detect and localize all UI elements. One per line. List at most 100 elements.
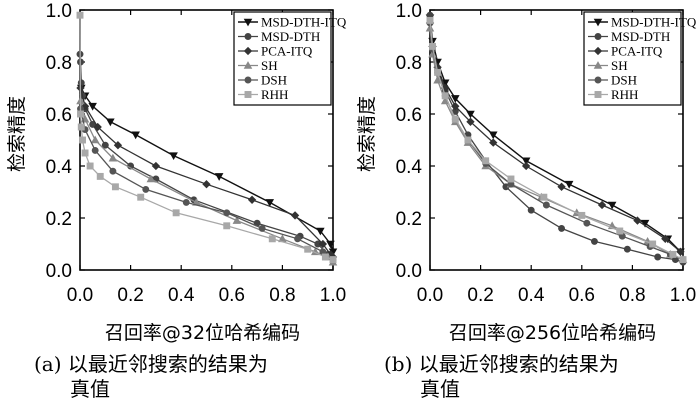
data-point — [202, 180, 211, 189]
data-point — [633, 216, 642, 225]
legend-box — [583, 11, 682, 106]
legend-entry: SH — [588, 58, 628, 73]
data-point — [79, 136, 86, 144]
legend-marker — [244, 33, 252, 40]
data-point — [77, 110, 84, 118]
legend-entry: DSH — [588, 73, 637, 88]
series-line-pca-itq — [79, 87, 334, 258]
legend-label: DSH — [611, 73, 637, 88]
data-point — [258, 224, 266, 232]
data-point — [649, 240, 657, 248]
y-tick-label: 0.6 — [46, 105, 72, 126]
data-point — [232, 216, 242, 224]
y-tick-label: 0.2 — [46, 209, 72, 230]
x-tick-label: 0.8 — [269, 285, 295, 306]
data-point — [93, 122, 102, 132]
legend-marker — [243, 61, 253, 69]
x-tick-label: 0.0 — [67, 285, 93, 306]
series-line-sh — [429, 28, 684, 261]
x-tick-label: 0.6 — [569, 285, 595, 306]
legend-marker — [593, 46, 603, 56]
x-tick-label: 0.2 — [117, 285, 143, 306]
data-point — [583, 219, 591, 227]
series-rhh — [426, 16, 687, 264]
data-point — [304, 245, 312, 253]
data-point — [91, 146, 99, 154]
y-tick-label: 0.8 — [46, 53, 72, 74]
data-point — [590, 237, 598, 245]
data-point — [527, 206, 535, 214]
legend-label: PCA-ITQ — [261, 44, 313, 59]
data-point — [265, 199, 275, 207]
data-point — [507, 175, 515, 183]
y-tick-label: 0.2 — [396, 209, 422, 230]
data-point — [223, 209, 231, 217]
x-tick-label: 0.4 — [518, 285, 545, 306]
data-point — [247, 195, 257, 204]
data-point — [488, 131, 498, 140]
data-point — [169, 152, 178, 161]
series-line-rhh — [429, 20, 684, 261]
series-dsh — [77, 105, 337, 264]
y-axis-title: 检索精度 — [356, 96, 378, 172]
data-point — [521, 161, 531, 171]
data-point — [640, 219, 650, 228]
series-rhh — [76, 11, 337, 264]
legend-marker — [593, 61, 603, 69]
series-line-msd-dth-itq — [80, 87, 334, 253]
chart-panel-b: 0.0 0.2 0.4 0.6 0.8 1.0 0.0 0.2 0.4 0.6 0.8 1.0 召回率@… — [350, 0, 700, 409]
data-point — [90, 135, 100, 144]
legend-marker — [244, 91, 252, 98]
data-point — [88, 102, 97, 111]
legend-entry: MSD-DTH — [588, 29, 670, 44]
legend-marker — [243, 18, 253, 27]
plot-frame — [429, 9, 684, 271]
data-point — [578, 211, 586, 219]
x-tick-label: 0.2 — [467, 285, 493, 306]
legend-box — [233, 11, 332, 106]
legend-label: MSD-DTH-ITQ — [611, 15, 697, 30]
data-point — [81, 149, 89, 157]
legend-entry: RHH — [588, 87, 638, 102]
y-tick-label: 1.0 — [396, 1, 422, 22]
legend-label: DSH — [261, 73, 287, 88]
data-point — [223, 222, 231, 230]
data-point — [109, 167, 117, 175]
y-tick-label: 0.0 — [396, 261, 422, 282]
legend-entry: DSH — [238, 73, 287, 88]
chart-b: 0.0 0.2 0.4 0.6 0.8 1.0 0.0 0.2 0.4 0.6 0.8 1.0 召回率@… — [356, 1, 697, 344]
data-point — [521, 157, 531, 166]
data-point — [540, 193, 548, 201]
data-point — [86, 162, 94, 170]
data-point — [464, 136, 472, 144]
x-axis-title: 召回率@32位哈希编码 — [105, 322, 300, 344]
legend-label: MSD-DTH — [261, 29, 320, 44]
data-point — [482, 157, 490, 165]
data-point — [616, 227, 624, 235]
data-point — [429, 42, 436, 50]
data-point — [661, 234, 670, 243]
data-point — [96, 172, 104, 180]
data-point — [623, 245, 631, 253]
legend-entry: MSD-DTH-ITQ — [588, 15, 697, 30]
caption-a-line1: (a) 以最近邻搜索的结果为 — [34, 352, 268, 376]
legend-marker — [593, 18, 603, 27]
data-point — [466, 110, 475, 119]
data-point — [441, 92, 449, 100]
legend-label: RHH — [611, 87, 638, 102]
y-tick-label: 0.6 — [396, 105, 422, 126]
data-point — [146, 174, 156, 183]
data-point — [76, 11, 84, 19]
legend-entry: MSD-DTH — [238, 29, 320, 44]
legend-label: MSD-DTH-ITQ — [261, 15, 347, 30]
data-point — [113, 141, 123, 150]
data-point — [321, 253, 329, 261]
data-point — [434, 68, 442, 76]
caption-a-line2: 真值 — [70, 377, 110, 401]
data-point — [451, 102, 460, 111]
legend-marker — [594, 33, 602, 40]
data-point — [669, 250, 677, 258]
data-point — [77, 123, 85, 131]
legend-label: MSD-DTH — [611, 29, 670, 44]
